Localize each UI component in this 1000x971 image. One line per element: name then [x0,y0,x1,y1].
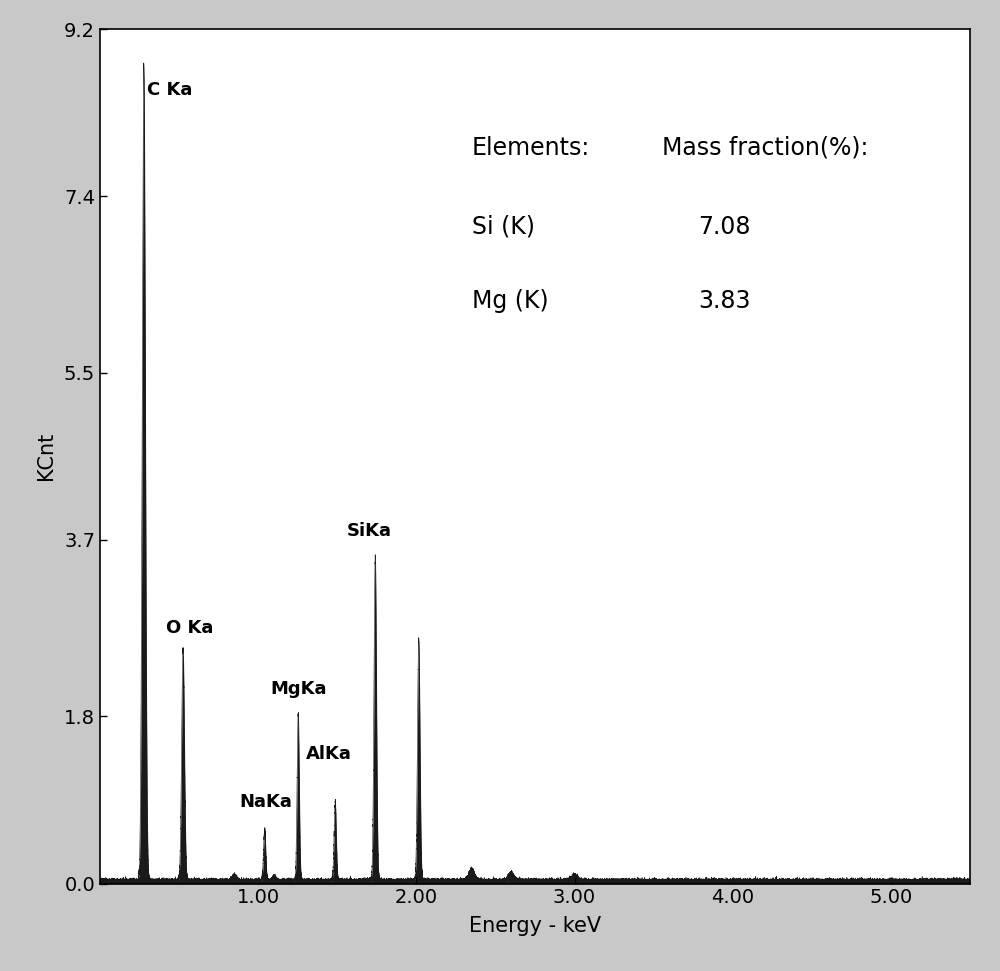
Text: O Ka: O Ka [166,619,214,638]
Text: 7.08: 7.08 [698,215,750,239]
X-axis label: Energy - keV: Energy - keV [469,916,601,936]
Y-axis label: KCnt: KCnt [36,432,56,481]
Text: MgKa: MgKa [271,680,327,698]
Text: Mass fraction(%):: Mass fraction(%): [662,136,868,160]
Text: 3.83: 3.83 [698,289,750,314]
Text: Si (K): Si (K) [472,215,535,239]
Text: C Ka: C Ka [147,81,193,99]
Text: NaKa: NaKa [239,793,292,811]
Text: Mg (K): Mg (K) [472,289,548,314]
Text: AlKa: AlKa [306,745,352,763]
Text: SiKa: SiKa [347,522,392,540]
Text: Elements:: Elements: [472,136,590,160]
